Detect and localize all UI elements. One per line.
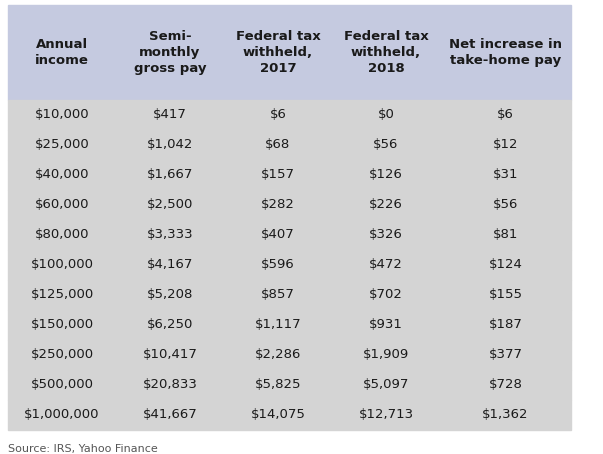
Text: $25,000: $25,000 [34, 138, 89, 152]
Text: Annual
income: Annual income [35, 38, 89, 67]
Text: $226: $226 [369, 198, 403, 212]
Bar [8, 130, 571, 160]
Text: $472: $472 [369, 258, 403, 271]
Text: $80,000: $80,000 [35, 228, 89, 242]
Text: $10,417: $10,417 [142, 349, 197, 361]
Text: Net increase in
take-home pay: Net increase in take-home pay [449, 38, 562, 67]
Bar [8, 160, 571, 190]
Text: Federal tax
withheld,
2018: Federal tax withheld, 2018 [344, 30, 428, 75]
Text: $1,000,000: $1,000,000 [24, 409, 99, 421]
Bar [8, 220, 571, 250]
Text: Federal tax
withheld,
2017: Federal tax withheld, 2017 [236, 30, 320, 75]
Text: $6: $6 [497, 109, 514, 122]
Text: $5,208: $5,208 [147, 288, 193, 301]
Bar [8, 280, 571, 310]
Text: $6,250: $6,250 [147, 319, 193, 331]
Text: $81: $81 [493, 228, 518, 242]
Text: $14,075: $14,075 [251, 409, 306, 421]
Bar [8, 5, 571, 100]
Text: $1,042: $1,042 [147, 138, 193, 152]
Text: $6: $6 [270, 109, 286, 122]
Text: $56: $56 [373, 138, 399, 152]
Text: $702: $702 [369, 288, 403, 301]
Text: $1,117: $1,117 [254, 319, 302, 331]
Bar [8, 250, 571, 280]
Text: $4,167: $4,167 [147, 258, 193, 271]
Bar [8, 100, 571, 130]
Text: $41,667: $41,667 [143, 409, 197, 421]
Text: $1,362: $1,362 [482, 409, 529, 421]
Text: $857: $857 [261, 288, 295, 301]
Text: Semi-
monthly
gross pay: Semi- monthly gross pay [134, 30, 206, 75]
Bar [8, 190, 571, 220]
Text: $100,000: $100,000 [31, 258, 93, 271]
Text: $377: $377 [488, 349, 523, 361]
Text: $417: $417 [153, 109, 187, 122]
Text: $500,000: $500,000 [31, 379, 93, 391]
Text: $40,000: $40,000 [35, 168, 89, 182]
Text: $125,000: $125,000 [30, 288, 93, 301]
Text: $126: $126 [369, 168, 403, 182]
Text: $250,000: $250,000 [30, 349, 93, 361]
Bar [8, 400, 571, 430]
Text: $10,000: $10,000 [35, 109, 89, 122]
Text: $1,909: $1,909 [363, 349, 409, 361]
Text: $56: $56 [493, 198, 518, 212]
Text: $31: $31 [493, 168, 518, 182]
Text: $12: $12 [493, 138, 518, 152]
Text: $157: $157 [261, 168, 295, 182]
Text: $5,825: $5,825 [254, 379, 302, 391]
Text: $68: $68 [265, 138, 291, 152]
Bar [8, 310, 571, 340]
Text: $728: $728 [488, 379, 522, 391]
Text: $155: $155 [488, 288, 523, 301]
Bar [8, 340, 571, 370]
Text: $1,667: $1,667 [147, 168, 193, 182]
Text: $20,833: $20,833 [142, 379, 197, 391]
Text: $12,713: $12,713 [358, 409, 414, 421]
Text: $5,097: $5,097 [363, 379, 409, 391]
Text: $187: $187 [488, 319, 522, 331]
Text: $931: $931 [369, 319, 403, 331]
Text: $60,000: $60,000 [35, 198, 89, 212]
Text: $282: $282 [261, 198, 295, 212]
Text: $0: $0 [377, 109, 394, 122]
Text: $124: $124 [488, 258, 522, 271]
Text: $2,500: $2,500 [147, 198, 193, 212]
Text: Source: IRS, Yahoo Finance: Source: IRS, Yahoo Finance [8, 444, 158, 454]
Text: $3,333: $3,333 [147, 228, 194, 242]
Text: $2,286: $2,286 [255, 349, 301, 361]
Text: $150,000: $150,000 [30, 319, 93, 331]
Text: $596: $596 [261, 258, 295, 271]
Bar [8, 370, 571, 400]
Text: $326: $326 [369, 228, 403, 242]
Text: $407: $407 [261, 228, 295, 242]
